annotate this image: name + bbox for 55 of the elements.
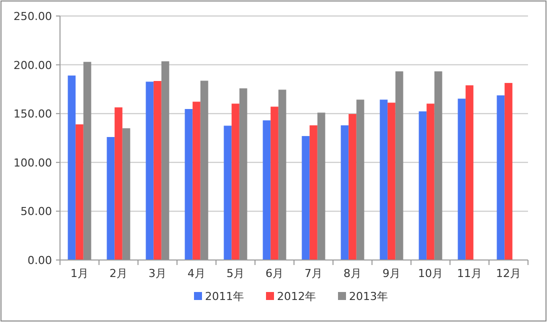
- bar: [192, 102, 200, 260]
- legend-label: 2011年: [205, 290, 244, 303]
- bar: [496, 95, 505, 260]
- bar: [114, 107, 122, 260]
- bar: [83, 62, 92, 260]
- bar: [278, 90, 286, 260]
- legend-label: 2012年: [277, 290, 316, 303]
- bar: [122, 128, 130, 260]
- bar: [239, 88, 248, 260]
- bar: [504, 82, 512, 260]
- x-tick-label: 4月: [188, 267, 206, 280]
- bar: [310, 125, 318, 260]
- bar: [200, 80, 208, 260]
- x-tick-label: 8月: [344, 267, 362, 280]
- bar: [466, 85, 474, 260]
- x-tick-label: 5月: [226, 267, 244, 280]
- x-tick-label: 12月: [496, 267, 521, 280]
- y-tick-label: 200.00: [14, 58, 52, 72]
- bar: [262, 120, 271, 260]
- bar: [270, 106, 278, 260]
- y-tick-label: 100.00: [14, 156, 52, 170]
- bar: [232, 104, 240, 260]
- bar: [418, 111, 427, 260]
- bar: [356, 100, 364, 260]
- bar: [76, 124, 84, 260]
- y-tick-label: 150.00: [14, 108, 52, 121]
- bar: [146, 82, 154, 260]
- bar: [184, 109, 193, 260]
- x-tick-label: 3月: [148, 267, 166, 280]
- x-tick-label: 1月: [70, 267, 88, 280]
- bar: [426, 104, 434, 260]
- x-tick-label: 10月: [418, 267, 443, 280]
- x-tick-label: 9月: [382, 267, 400, 280]
- bar: [161, 61, 170, 260]
- x-tick-label: 2月: [110, 267, 128, 280]
- bar: [106, 137, 115, 260]
- bar: [395, 71, 404, 260]
- bar: [68, 76, 76, 260]
- bar: [302, 136, 310, 260]
- bar: [154, 81, 162, 260]
- x-tick-label: 11月: [457, 267, 482, 280]
- bar: [380, 100, 388, 260]
- bar: [340, 125, 349, 260]
- bar: [388, 102, 396, 260]
- bar: [458, 98, 466, 260]
- bar: [434, 71, 442, 260]
- y-tick-label: 250.00: [14, 10, 52, 23]
- bar: [317, 112, 326, 260]
- y-tick-label: 50.00: [20, 205, 52, 218]
- x-tick-label: 6月: [266, 267, 284, 280]
- bar: [224, 126, 232, 260]
- bar: [348, 114, 356, 260]
- legend-label: 2013年: [349, 290, 388, 303]
- y-tick-label: 0.00: [28, 254, 52, 267]
- x-tick-label: 7月: [304, 267, 322, 280]
